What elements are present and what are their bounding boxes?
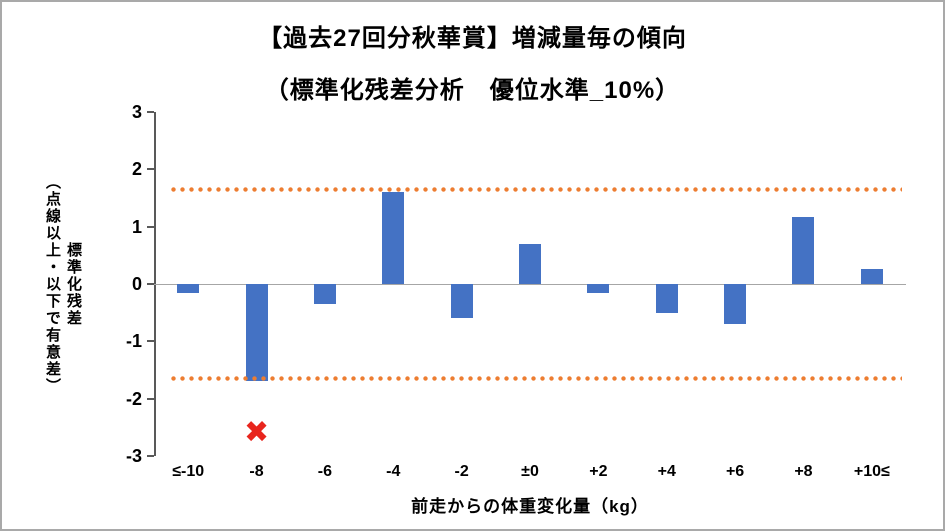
x-tick-label: ±0 bbox=[521, 463, 539, 480]
x-axis-title: 前走からの体重変化量（kg） bbox=[411, 497, 649, 516]
x-tick-label: -2 bbox=[454, 463, 469, 480]
bar bbox=[655, 284, 678, 313]
x-tick-label: ≤-10 bbox=[172, 463, 205, 480]
y-tick-label: -3 bbox=[125, 446, 142, 466]
y-tick-mark bbox=[147, 455, 154, 457]
y-tick-label: -2 bbox=[125, 388, 142, 409]
y-tick-label: 1 bbox=[131, 216, 142, 237]
x-tick-label: +4 bbox=[657, 463, 676, 480]
bar bbox=[382, 192, 405, 284]
y-tick-mark bbox=[147, 283, 154, 285]
y-tick-label: -1 bbox=[125, 331, 142, 352]
bar bbox=[450, 284, 473, 319]
significance-cross-mark: ✖ bbox=[243, 416, 270, 450]
y-tick-mark bbox=[147, 397, 154, 400]
y-tick-label: 2 bbox=[131, 159, 142, 180]
x-tick-label: -4 bbox=[386, 463, 401, 480]
y-axis-title-main: 標準化残差 bbox=[65, 241, 82, 327]
y-tick-mark bbox=[147, 111, 154, 113]
y-axis-title: 標準化残差 （点線以上・以下で有意差） bbox=[22, 112, 84, 456]
bar bbox=[860, 268, 883, 284]
y-tick-mark bbox=[147, 340, 154, 343]
x-tick-label: +2 bbox=[589, 463, 608, 480]
bar bbox=[587, 284, 610, 293]
y-tick-mark bbox=[147, 225, 154, 228]
x-tick-label: -6 bbox=[317, 463, 333, 480]
bar bbox=[724, 284, 747, 325]
y-tick-label: 0 bbox=[131, 274, 142, 294]
significance-threshold-line bbox=[169, 186, 903, 192]
y-tick-label: 3 bbox=[131, 102, 142, 122]
bar bbox=[313, 284, 336, 305]
zero-baseline bbox=[154, 284, 906, 285]
bar bbox=[245, 284, 268, 382]
y-axis-title-note: （点線以上・以下で有意差） bbox=[44, 173, 61, 395]
x-tick-label: +8 bbox=[794, 463, 813, 480]
chart-title: 【過去27回分秋華賞】増減量毎の傾向 bbox=[258, 25, 687, 52]
chart-subtitle: （標準化残差分析 優位水準_10%） bbox=[264, 77, 681, 104]
bar bbox=[177, 284, 200, 293]
y-tick-mark bbox=[147, 168, 154, 171]
significance-threshold-line bbox=[169, 376, 903, 382]
x-tick-label: +10≤ bbox=[853, 463, 890, 480]
bar bbox=[792, 216, 815, 284]
x-tick-label: +6 bbox=[725, 463, 745, 480]
bar bbox=[519, 243, 541, 284]
x-tick-label: -8 bbox=[249, 463, 264, 480]
plot-area: 3 2 1 0 -1 -2 -3 ≤-10 -8 -6 -4 -2 ±0 +2 +4 +6 +8 +10≤ ✖ bbox=[126, 102, 906, 480]
